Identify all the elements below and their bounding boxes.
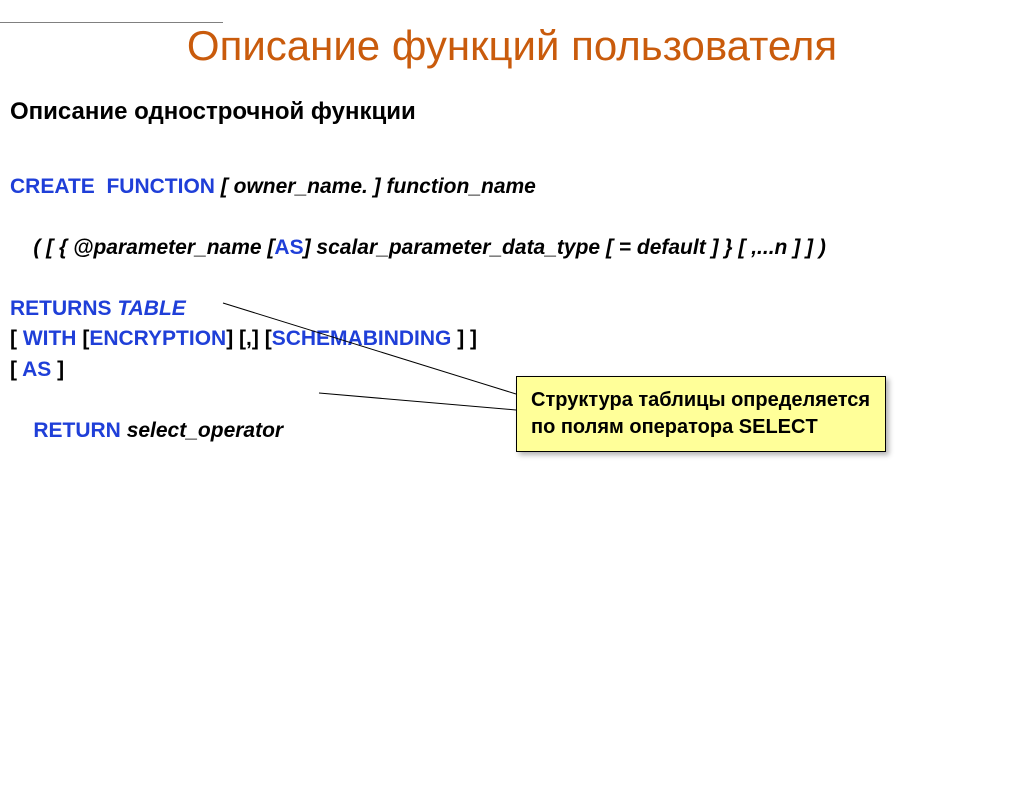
callout-box: Структура таблицы определяется по полям … — [516, 376, 886, 452]
keyword-as: AS — [274, 236, 303, 259]
keyword-as: AS — [22, 358, 51, 381]
keyword-create: CREATE — [10, 175, 95, 198]
slide-title: Описание функций пользователя — [0, 22, 1024, 70]
keyword-with: WITH — [23, 327, 77, 350]
bracket-open: [ — [10, 327, 23, 350]
keyword-return: RETURN — [33, 419, 121, 442]
scalar-type: scalar_parameter_data_type — [316, 236, 600, 259]
dot-close: . ] — [362, 175, 387, 198]
parameter-name: @parameter_name — [73, 236, 262, 259]
keyword-function: FUNCTION — [106, 175, 215, 198]
code-line-2: ( [ { @parameter_name [AS] scalar_parame… — [10, 202, 1024, 293]
keyword-table: TABLE — [117, 297, 185, 320]
owner-name: owner_name — [234, 175, 362, 198]
bracket-close: ] ] — [451, 327, 477, 350]
slide-subtitle: Описание однострочной функции — [10, 98, 1024, 126]
indent — [10, 419, 33, 442]
bracket: [ — [215, 175, 234, 198]
code-line-3: RETURNS TABLE — [10, 294, 1024, 324]
function-name: function_name — [387, 175, 536, 198]
code-line-4: [ WITH [ENCRYPTION] [,] [SCHEMABINDING ]… — [10, 324, 1024, 354]
sp2: ] — [304, 236, 317, 259]
keyword-encryption: ENCRYPTION — [89, 327, 226, 350]
default-part: [ = default ] } [ ,...n ] ] ) — [600, 236, 832, 259]
sp1: [ — [262, 236, 275, 259]
keyword-returns: RETURNS — [10, 297, 112, 320]
code-line-1: CREATE FUNCTION [ owner_name. ] function… — [10, 172, 1024, 202]
mid: ] [,] [ — [226, 327, 271, 350]
keyword-schemabinding: SCHEMABINDING — [272, 327, 452, 350]
paren-open: ( [ { — [10, 236, 73, 259]
sp1: [ — [76, 327, 89, 350]
bracket-open: [ — [10, 358, 22, 381]
bracket-close: ] — [51, 358, 64, 381]
select-operator: select_operator — [127, 419, 283, 442]
